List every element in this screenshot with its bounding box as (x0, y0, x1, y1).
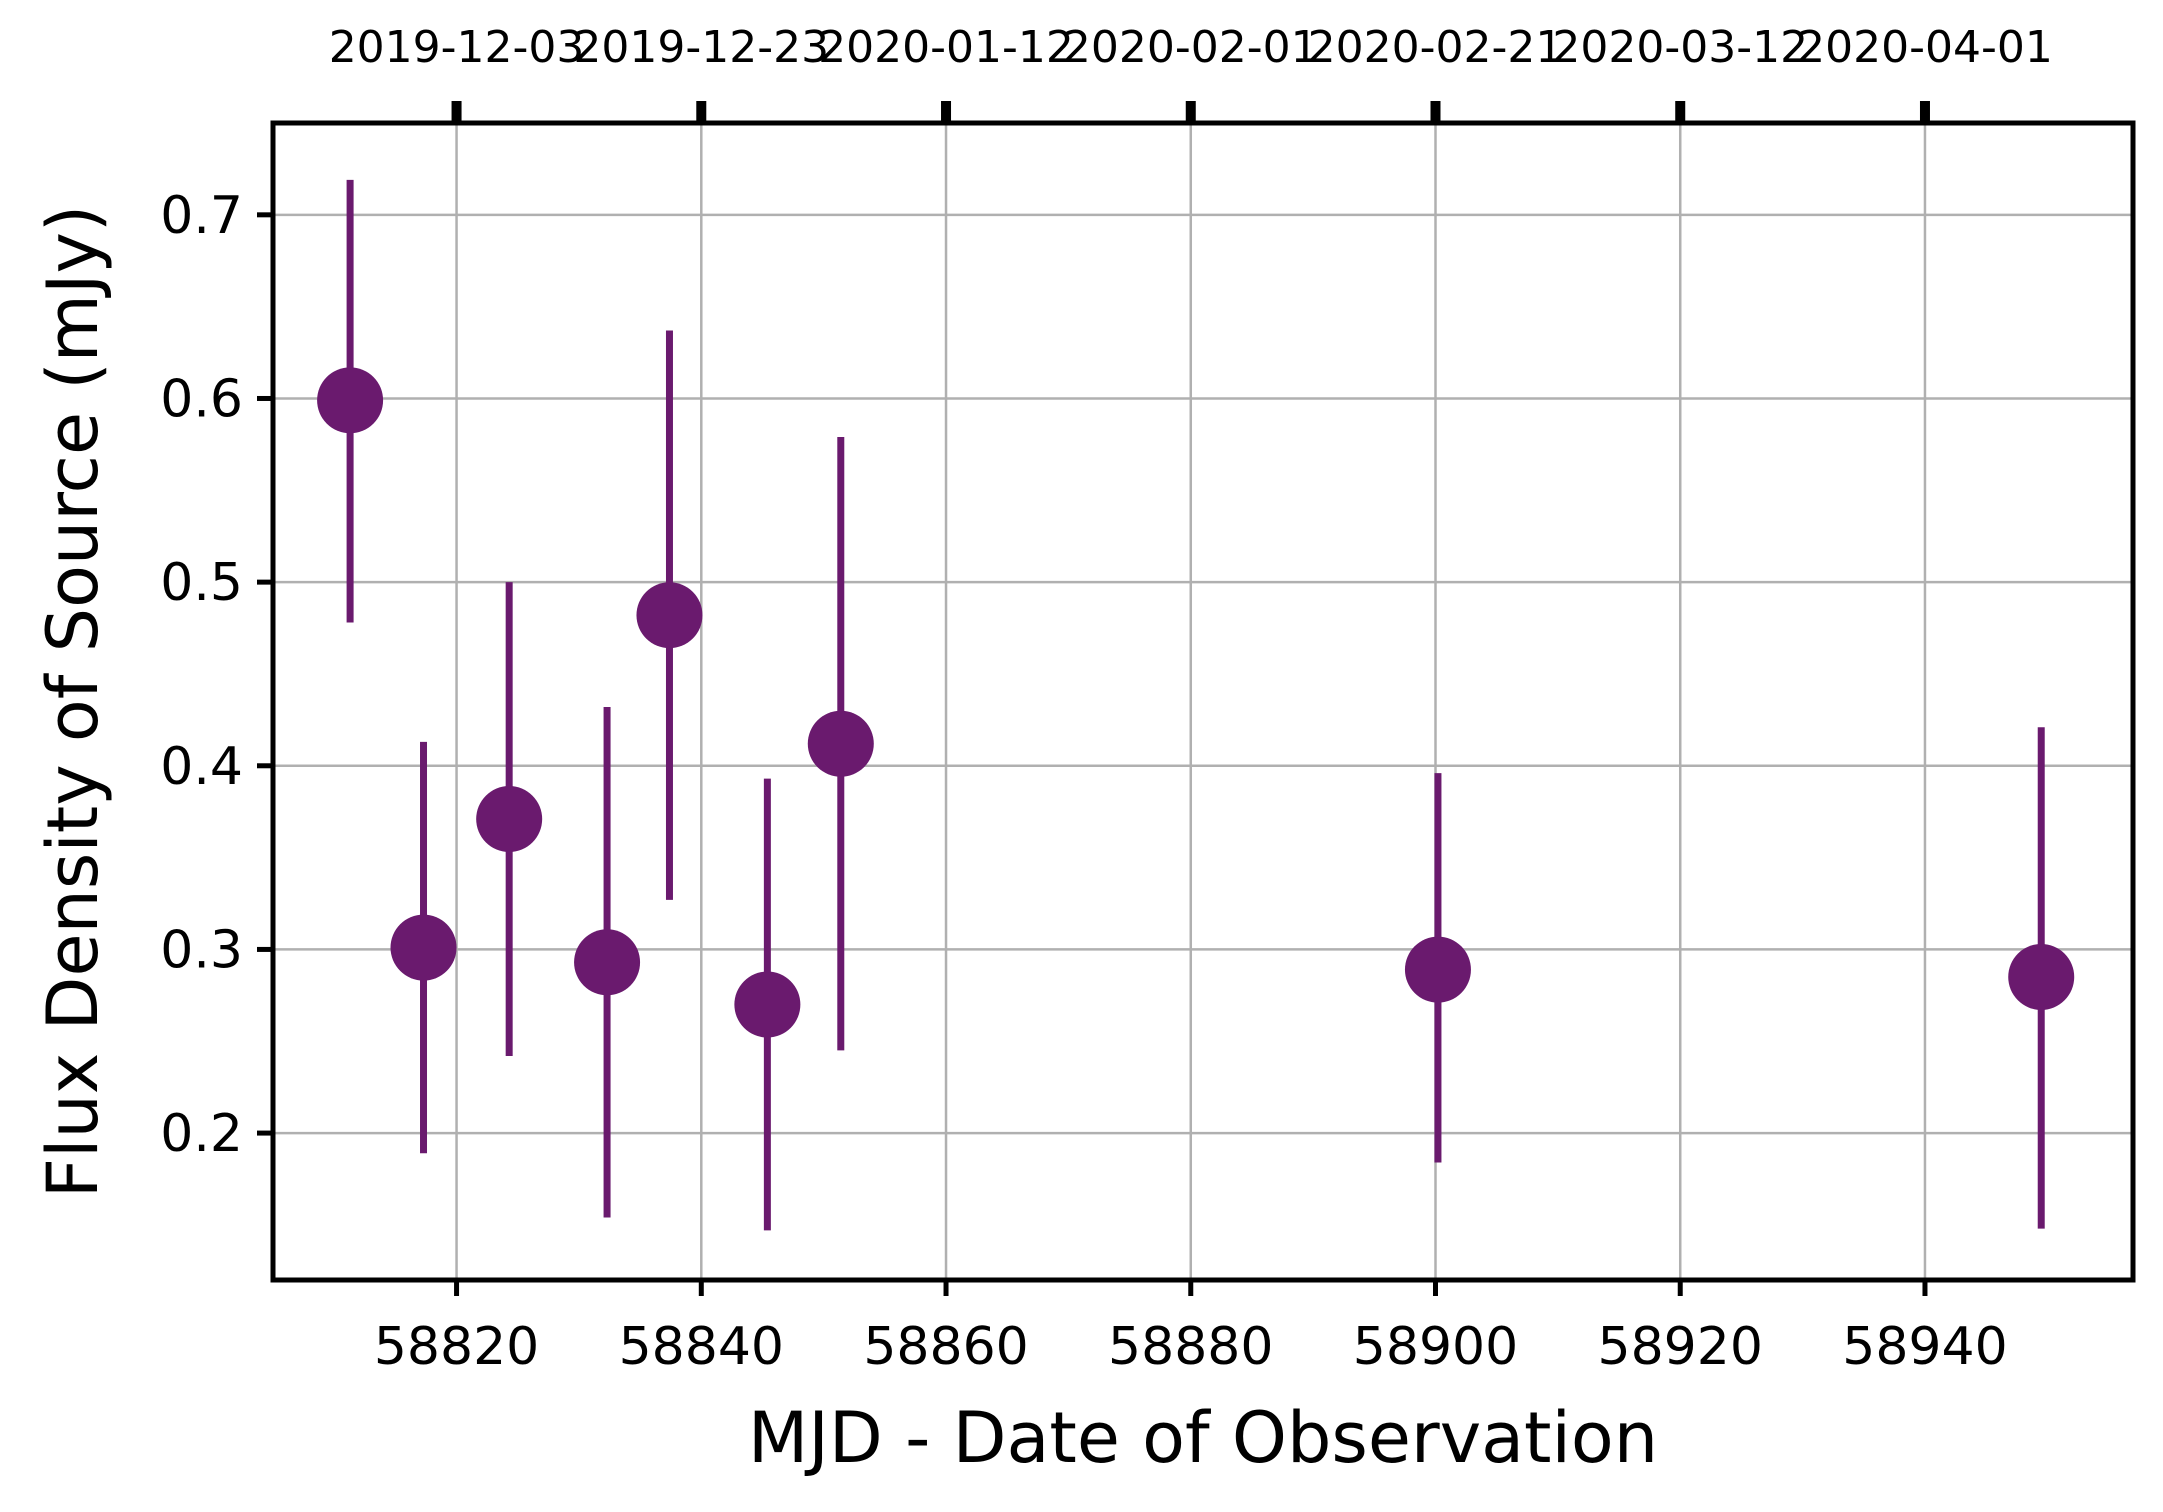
data-point (734, 971, 801, 1038)
x-tick-label: 58820 (374, 1317, 539, 1377)
x-axis-ticks: 58820 58840 58860 58880 58900 58920 58940 (374, 1280, 2008, 1377)
y-axis-ticks: 0.2 0.3 0.4 0.5 0.6 0.7 (160, 186, 273, 1164)
top-axis-ticks: 2019-12-032019-12-232020-01-122020-02-01… (329, 22, 2053, 123)
y-tick-label: 0.7 (160, 186, 243, 246)
data-point (1404, 936, 1471, 1003)
y-tick-label: 0.5 (160, 553, 243, 613)
plot-frame (270, 120, 2136, 1283)
top-tick-label: 2020-04-01 (1797, 22, 2053, 73)
grid-lines (273, 123, 2133, 1280)
top-tick-label: 2019-12-03 (329, 22, 585, 73)
top-tick-label: 2020-02-01 (1063, 22, 1319, 73)
top-tick-label: 2020-02-21 (1308, 22, 1564, 73)
x-tick-label: 58900 (1353, 1317, 1518, 1377)
data-point (2008, 943, 2075, 1010)
top-tick-label: 2020-03-12 (1552, 22, 1808, 73)
x-tick-label: 58860 (863, 1317, 1028, 1377)
top-tick-label: 2020-01-12 (818, 22, 1074, 73)
y-tick-label: 0.3 (160, 920, 243, 980)
x-tick-label: 58920 (1598, 1317, 1763, 1377)
data-point (476, 786, 543, 853)
data-point (807, 710, 874, 777)
y-tick-label: 0.2 (160, 1104, 243, 1164)
data-point (317, 367, 384, 434)
y-tick-label: 0.6 (160, 369, 243, 429)
x-axis-label: MJD - Date of Observation (748, 1397, 1658, 1479)
top-tick-label: 2019-12-23 (573, 22, 829, 73)
x-tick-label: 58880 (1108, 1317, 1273, 1377)
y-axis-label: Flux Density of Source (mJy) (32, 205, 114, 1198)
y-tick-label: 0.4 (160, 737, 243, 797)
x-tick-label: 58940 (1842, 1317, 2007, 1377)
data-point (574, 929, 641, 996)
data-point (636, 582, 703, 649)
x-tick-label: 58840 (619, 1317, 784, 1377)
data-point (390, 914, 457, 981)
data-points (317, 367, 2075, 1038)
